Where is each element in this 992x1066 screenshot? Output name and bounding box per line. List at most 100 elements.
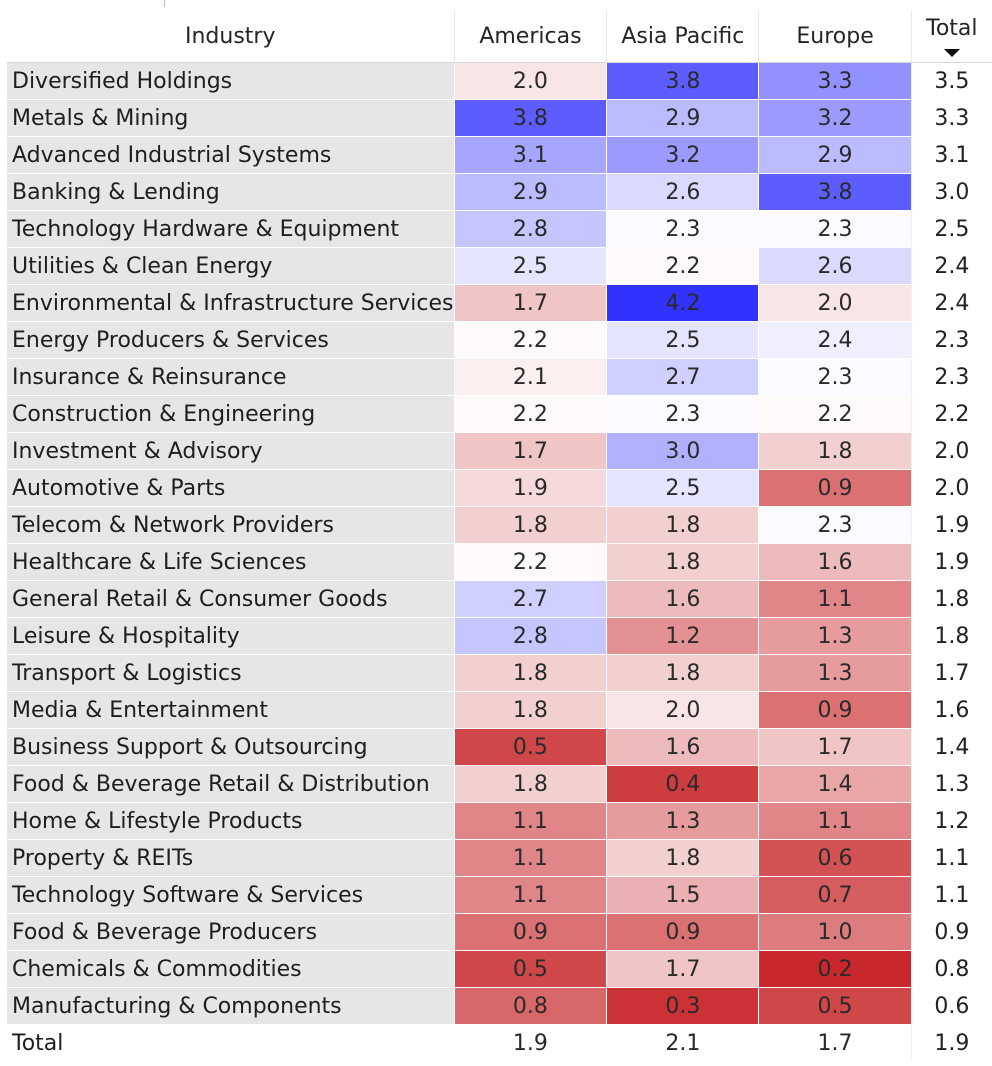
table-row: Diversified Holdings 2.0 3.8 3.3 3.5: [7, 62, 992, 100]
table-row: Home & Lifestyle Products 1.1 1.3 1.1 1.2: [7, 802, 992, 840]
table-row: Construction & Engineering 2.2 2.3 2.2 2.2: [7, 395, 992, 433]
heatmap-cell-asia-pacific: 1.7: [606, 950, 759, 988]
industry-label: Chemicals & Commodities: [7, 950, 455, 988]
heatmap-cell-europe: 3.8: [758, 173, 912, 211]
heatmap-cell-americas: 2.5: [453, 247, 607, 285]
heatmap-cell-europe: 1.1: [758, 580, 912, 618]
table-row: Food & Beverage Producers 0.9 0.9 1.0 0.9: [7, 913, 992, 951]
table-row: Technology Software & Services 1.1 1.5 0.7 1…: [7, 876, 992, 914]
heatmap-cell-americas: 3.1: [453, 136, 607, 174]
industry-label: Telecom & Network Providers: [7, 506, 455, 544]
heatmap-cell-europe: 1.7: [758, 728, 912, 766]
heatmap-cell-asia-pacific: 1.5: [606, 876, 759, 914]
header-total[interactable]: Total: [910, 10, 992, 63]
heatmap-cell-americas: 0.9: [453, 913, 607, 951]
industry-label: Property & REITs: [7, 839, 455, 877]
header-asia-pacific[interactable]: Asia Pacific: [606, 10, 759, 63]
heatmap-cell-europe: 2.9: [758, 136, 912, 174]
heatmap-cell-americas: 0.5: [453, 950, 607, 988]
header-industry[interactable]: Industry: [7, 10, 455, 63]
table-row: Environmental & Infrastructure Services 1…: [7, 284, 992, 322]
industry-label: Environmental & Infrastructure Services: [7, 284, 455, 322]
table-row: Media & Entertainment 1.8 2.0 0.9 1.6: [7, 691, 992, 729]
heatmap-cell-europe: 1.3: [758, 654, 912, 692]
table-row: Advanced Industrial Systems 3.1 3.2 2.9 3.1: [7, 136, 992, 174]
row-total-value: 0.6: [910, 987, 992, 1025]
table-row: Banking & Lending 2.9 2.6 3.8 3.0: [7, 173, 992, 211]
heatmap-cell-asia-pacific: 1.6: [606, 728, 759, 766]
heatmap-cell-europe: 0.7: [758, 876, 912, 914]
heatmap-cell-asia-pacific: 1.8: [606, 654, 759, 692]
table-row: Automotive & Parts 1.9 2.5 0.9 2.0: [7, 469, 992, 507]
heatmap-cell-asia-pacific: 2.1: [606, 1024, 759, 1062]
heatmap-cell-americas: 2.9: [453, 173, 607, 211]
heatmap-cell-americas: 1.8: [453, 506, 607, 544]
heatmap-cell-asia-pacific: 2.9: [606, 99, 759, 137]
heatmap-cell-americas: 1.7: [453, 284, 607, 322]
row-total-value: 2.4: [910, 284, 992, 322]
industry-label: Advanced Industrial Systems: [7, 136, 455, 174]
heatmap-cell-americas: 1.9: [453, 469, 607, 507]
row-total-value: 0.8: [910, 950, 992, 988]
heatmap-cell-europe: 2.3: [758, 358, 912, 396]
heatmap-cell-americas: 2.8: [453, 210, 607, 248]
industry-label: Metals & Mining: [7, 99, 455, 137]
table-row: Utilities & Clean Energy 2.5 2.2 2.6 2.4: [7, 247, 992, 285]
heatmap-cell-americas: 1.7: [453, 432, 607, 470]
heatmap-cell-asia-pacific: 0.3: [606, 987, 759, 1025]
heatmap-cell-americas: 1.8: [453, 691, 607, 729]
matrix-body: Diversified Holdings 2.0 3.8 3.3 3.5 Metals &…: [7, 62, 992, 1062]
heatmap-cell-americas: 1.9: [453, 1024, 607, 1062]
heatmap-cell-americas: 1.1: [453, 876, 607, 914]
heatmap-cell-americas: 3.8: [453, 99, 607, 137]
row-total-value: 3.1: [910, 136, 992, 174]
heatmap-cell-asia-pacific: 1.8: [606, 543, 759, 581]
row-total-value: 1.2: [910, 802, 992, 840]
industry-label: Diversified Holdings: [7, 62, 455, 100]
heatmap-cell-asia-pacific: 1.6: [606, 580, 759, 618]
industry-label: Food & Beverage Retail & Distribution: [7, 765, 455, 803]
heatmap-cell-asia-pacific: 3.0: [606, 432, 759, 470]
heatmap-cell-asia-pacific: 3.2: [606, 136, 759, 174]
row-total-value: 2.0: [910, 469, 992, 507]
row-total-value: 2.2: [910, 395, 992, 433]
table-row: Healthcare & Life Sciences 2.2 1.8 1.6 1.9: [7, 543, 992, 581]
heatmap-cell-asia-pacific: 2.0: [606, 691, 759, 729]
row-total-value: 2.3: [910, 321, 992, 359]
row-total-value: 1.1: [910, 876, 992, 914]
heatmap-cell-asia-pacific: 2.3: [606, 210, 759, 248]
table-row: Manufacturing & Components 0.8 0.3 0.5 0.6: [7, 987, 992, 1025]
heatmap-cell-americas: 2.2: [453, 543, 607, 581]
heatmap-cell-europe: 1.6: [758, 543, 912, 581]
header-europe[interactable]: Europe: [758, 10, 912, 63]
heatmap-cell-asia-pacific: 2.5: [606, 469, 759, 507]
row-total-value: 1.9: [910, 1024, 992, 1062]
industry-label: Utilities & Clean Energy: [7, 247, 455, 285]
heatmap-cell-asia-pacific: 1.2: [606, 617, 759, 655]
industry-label: Automotive & Parts: [7, 469, 455, 507]
header-row: Industry Americas Asia Pacific Europe To…: [7, 10, 992, 63]
heatmap-cell-europe: 1.4: [758, 765, 912, 803]
table-row: Leisure & Hospitality 2.8 1.2 1.3 1.8: [7, 617, 992, 655]
table-row: Transport & Logistics 1.8 1.8 1.3 1.7: [7, 654, 992, 692]
total-row-label: Total: [7, 1024, 455, 1062]
heatmap-cell-asia-pacific: 2.6: [606, 173, 759, 211]
heatmap-cell-europe: 3.3: [758, 62, 912, 100]
table-row: Metals & Mining 3.8 2.9 3.2 3.3: [7, 99, 992, 137]
heatmap-cell-europe: 0.9: [758, 469, 912, 507]
row-total-value: 1.6: [910, 691, 992, 729]
heatmap-cell-europe: 0.9: [758, 691, 912, 729]
row-total-value: 2.5: [910, 210, 992, 248]
heatmap-cell-europe: 0.2: [758, 950, 912, 988]
heatmap-cell-asia-pacific: 2.5: [606, 321, 759, 359]
header-americas[interactable]: Americas: [453, 10, 607, 63]
sort-descending-icon[interactable]: [943, 49, 960, 57]
row-total-value: 2.3: [910, 358, 992, 396]
heatmap-cell-asia-pacific: 1.8: [606, 839, 759, 877]
heatmap-cell-asia-pacific: 2.7: [606, 358, 759, 396]
heatmap-cell-americas: 2.2: [453, 395, 607, 433]
industry-label: Healthcare & Life Sciences: [7, 543, 455, 581]
heatmap-cell-americas: 2.2: [453, 321, 607, 359]
heatmap-cell-asia-pacific: 2.2: [606, 247, 759, 285]
industry-label: Manufacturing & Components: [7, 987, 455, 1025]
